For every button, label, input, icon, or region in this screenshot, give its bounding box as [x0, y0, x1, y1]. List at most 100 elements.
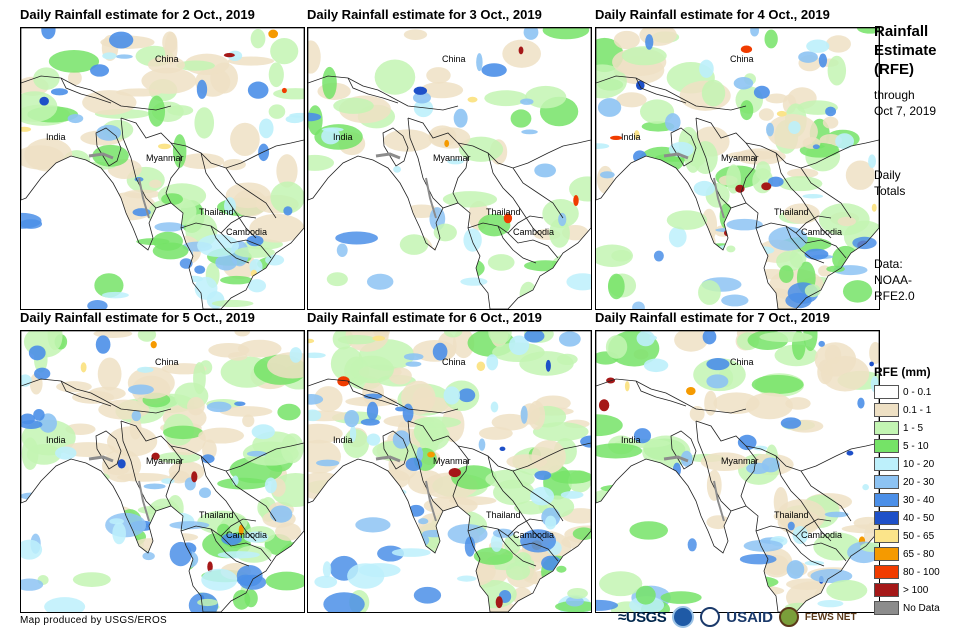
partner-logos: ≈USGS USAID FEWS NET	[618, 606, 857, 628]
country-label-myanmar: Myanmar	[146, 153, 184, 163]
country-label-myanmar: Myanmar	[721, 456, 759, 466]
legend-row: 1 - 5	[874, 419, 940, 437]
country-label-china: China	[442, 357, 466, 367]
legend-row: 0 - 0.1	[874, 383, 940, 401]
country-label-thailand: Thailand	[199, 510, 234, 520]
country-label-india: India	[46, 435, 66, 445]
fews-net-mark-icon	[778, 607, 799, 627]
country-label-india: India	[333, 132, 353, 142]
country-label-india: India	[46, 132, 66, 142]
country-label-cambodia: Cambodia	[513, 530, 554, 540]
country-label-thailand: Thailand	[486, 207, 521, 217]
through-line1: through	[874, 88, 915, 102]
country-label-china: China	[155, 54, 179, 64]
panel-title: Daily Rainfall estimate for 6 Oct., 2019	[307, 310, 542, 325]
legend-row: 65 - 80	[874, 545, 940, 563]
noaa-logo-icon	[672, 606, 695, 628]
country-label-thailand: Thailand	[774, 207, 809, 217]
side-title-line2: Estimate	[874, 42, 937, 59]
country-label-thailand: Thailand	[774, 510, 809, 520]
legend-row: 50 - 65	[874, 527, 940, 545]
legend-swatch	[874, 601, 899, 615]
legend-row: 40 - 50	[874, 509, 940, 527]
daily-totals: Daily Totals	[874, 167, 905, 199]
legend-swatch	[874, 403, 899, 417]
rainfall-map: China India Myanmar Thailand Cambodia	[595, 27, 880, 310]
legend-label: 1 - 5	[903, 422, 924, 434]
country-label-china: China	[442, 54, 466, 64]
country-label-cambodia: Cambodia	[226, 530, 267, 540]
country-label-cambodia: Cambodia	[801, 530, 842, 540]
country-label-india: India	[621, 132, 641, 142]
legend-label: 65 - 80	[903, 548, 935, 560]
country-label-myanmar: Myanmar	[721, 153, 759, 163]
legend-swatch	[874, 475, 899, 489]
rainfall-map: China India Myanmar Thailand Cambodia	[20, 330, 305, 613]
map-panel-oct-3: Daily Rainfall estimate for 3 Oct., 2019…	[307, 5, 592, 310]
legend-label: 5 - 10	[903, 440, 929, 452]
country-label-cambodia: Cambodia	[801, 227, 842, 237]
map-panel-oct-6: Daily Rainfall estimate for 6 Oct., 2019…	[307, 308, 592, 613]
usaid-logo: USAID	[726, 608, 773, 626]
panel-title: Daily Rainfall estimate for 4 Oct., 2019	[595, 7, 830, 22]
legend-swatch	[874, 493, 899, 507]
rfe-legend: RFE (mm) 0 - 0.1 0.1 - 1 1 - 5 5 - 10 10…	[874, 365, 940, 617]
legend-row: No Data	[874, 599, 940, 617]
legend-row: 20 - 30	[874, 473, 940, 491]
map-panel-oct-7: Daily Rainfall estimate for 7 Oct., 2019…	[595, 308, 880, 613]
country-label-myanmar: Myanmar	[433, 153, 471, 163]
panel-title: Daily Rainfall estimate for 5 Oct., 2019	[20, 310, 255, 325]
legend-swatch	[874, 583, 899, 597]
legend-items: 0 - 0.1 0.1 - 1 1 - 5 5 - 10 10 - 20 20 …	[874, 383, 940, 617]
country-label-thailand: Thailand	[486, 510, 521, 520]
legend-swatch	[874, 565, 899, 579]
legend-label: 10 - 20	[903, 458, 935, 470]
data-source: Data: NOAA- RFE2.0	[874, 256, 915, 304]
country-label-thailand: Thailand	[199, 207, 234, 217]
side-title-line3: (RFE)	[874, 61, 914, 78]
map-credit: Map produced by USGS/EROS	[20, 615, 168, 626]
legend-label: 20 - 30	[903, 476, 935, 488]
legend-swatch	[874, 385, 899, 399]
through-line2: Oct 7, 2019	[874, 104, 937, 118]
map-panel-oct-4: Daily Rainfall estimate for 4 Oct., 2019…	[595, 5, 880, 310]
legend-label: > 100	[903, 584, 929, 596]
legend-label: 40 - 50	[903, 512, 935, 524]
legend-label: 0 - 0.1	[903, 386, 932, 398]
rainfall-map: China India Myanmar Thailand Cambodia	[595, 330, 880, 613]
legend-row: > 100	[874, 581, 940, 599]
totals-line1: Daily	[874, 168, 901, 182]
legend-row: 0.1 - 1	[874, 401, 940, 419]
map-panel-oct-2: Daily Rainfall estimate for 2 Oct., 2019…	[20, 5, 305, 310]
legend-label: 0.1 - 1	[903, 404, 932, 416]
country-label-china: China	[155, 357, 179, 367]
country-label-india: India	[621, 435, 641, 445]
country-label-cambodia: Cambodia	[513, 227, 554, 237]
legend-swatch	[874, 547, 899, 561]
map-panel-oct-5: Daily Rainfall estimate for 5 Oct., 2019…	[20, 308, 305, 613]
legend-row: 80 - 100	[874, 563, 940, 581]
panel-title: Daily Rainfall estimate for 7 Oct., 2019	[595, 310, 830, 325]
country-label-india: India	[333, 435, 353, 445]
legend-row: 5 - 10	[874, 437, 940, 455]
country-label-china: China	[730, 357, 754, 367]
country-label-myanmar: Myanmar	[146, 456, 184, 466]
usaid-seal-icon	[700, 607, 721, 627]
country-label-china: China	[730, 54, 754, 64]
side-title-line1: Rainfall	[874, 23, 929, 40]
country-label-myanmar: Myanmar	[433, 456, 471, 466]
legend-title: RFE (mm)	[874, 365, 931, 379]
usgs-logo: ≈USGS	[618, 608, 667, 626]
legend-label: 30 - 40	[903, 494, 935, 506]
legend-label: 80 - 100	[903, 566, 940, 578]
rainfall-map: China India Myanmar Thailand Cambodia	[20, 27, 305, 310]
legend-row: 10 - 20	[874, 455, 940, 473]
country-label-cambodia: Cambodia	[226, 227, 267, 237]
legend-swatch	[874, 457, 899, 471]
legend-swatch	[874, 421, 899, 435]
legend-row: 30 - 40	[874, 491, 940, 509]
totals-line2: Totals	[874, 184, 906, 198]
through-date: through Oct 7, 2019	[874, 87, 936, 119]
legend-swatch	[874, 439, 899, 453]
panel-title: Daily Rainfall estimate for 2 Oct., 2019	[20, 7, 255, 22]
